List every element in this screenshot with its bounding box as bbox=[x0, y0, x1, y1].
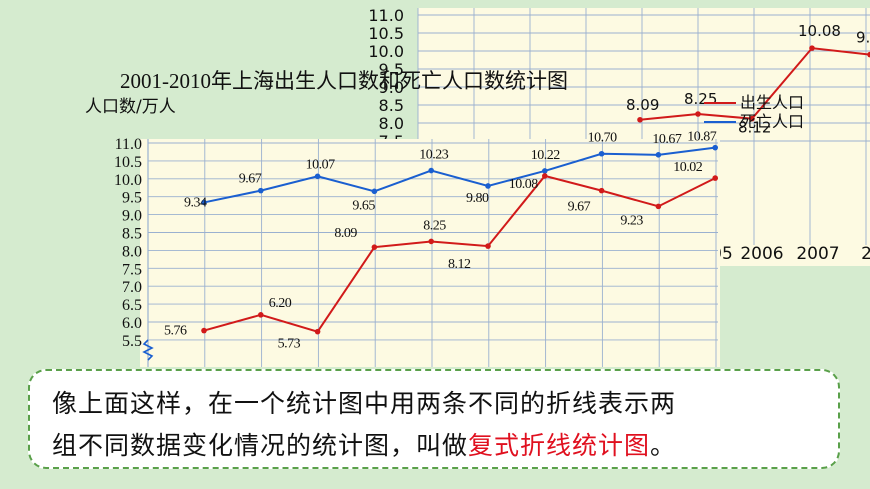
y-tick-label: 6.0 bbox=[122, 315, 142, 332]
y-tick-label: 7.5 bbox=[122, 261, 142, 278]
data-point bbox=[809, 45, 815, 51]
data-point bbox=[637, 116, 643, 123]
data-label: 10.07 bbox=[306, 157, 336, 172]
data-point bbox=[485, 243, 491, 249]
data-label: 9.67 bbox=[568, 200, 591, 215]
data-point bbox=[655, 203, 662, 210]
data-label: 5.73 bbox=[278, 337, 301, 352]
note-line-1: 像上面这样，在一个统计图中用两条不同的折线表示两 bbox=[52, 389, 677, 418]
data-point bbox=[201, 327, 207, 334]
x-tick-label: 20 bbox=[861, 244, 870, 264]
y-tick-label: 9.0 bbox=[122, 208, 142, 225]
data-point bbox=[598, 150, 605, 157]
data-point bbox=[749, 115, 755, 122]
series-red-line bbox=[203, 174, 716, 333]
y-tick-label: 9.5 bbox=[122, 190, 142, 207]
series-blue-line bbox=[203, 146, 716, 204]
y-tick-label: 9.5 bbox=[379, 60, 404, 79]
data-label: 8.12 bbox=[738, 119, 771, 137]
data-label: 10.67 bbox=[652, 132, 682, 147]
data-point bbox=[485, 183, 491, 189]
data-point bbox=[655, 152, 662, 158]
data-point bbox=[314, 173, 321, 180]
y-tick-label: 8.5 bbox=[122, 226, 142, 243]
y-tick-label: 9.0 bbox=[379, 78, 404, 97]
note-line-2-suffix: 。 bbox=[650, 431, 677, 460]
legend-label: 死亡人口 bbox=[740, 112, 804, 131]
main-chart-panel bbox=[140, 139, 720, 367]
data-label: 10.87 bbox=[687, 130, 717, 145]
back-chart-y-ticks: 7.58.08.59.09.510.010.511.0 bbox=[368, 6, 404, 151]
data-point bbox=[712, 175, 718, 181]
data-label: 10.02 bbox=[673, 160, 703, 175]
data-point bbox=[867, 51, 870, 58]
data-point bbox=[201, 199, 207, 206]
data-label: 9.80 bbox=[466, 191, 489, 206]
y-tick-label: 10.0 bbox=[114, 172, 142, 189]
y-tick-label: 10.0 bbox=[368, 42, 404, 61]
data-label: 6.20 bbox=[269, 296, 292, 311]
data-point bbox=[542, 173, 548, 179]
data-label: 10.23 bbox=[419, 148, 449, 163]
data-label: 10.08 bbox=[798, 22, 841, 40]
data-point bbox=[712, 144, 718, 151]
data-point bbox=[428, 238, 435, 245]
note-line-2: 组不同数据变化情况的统计图，叫做复式折线统计图。 bbox=[52, 425, 816, 467]
data-point bbox=[314, 328, 321, 335]
data-label: 9.34 bbox=[184, 195, 207, 210]
y-tick-label: 6.5 bbox=[122, 297, 142, 314]
back-chart-series: 8.09 8.25 8.12 10.08 9. bbox=[626, 22, 870, 137]
chart-title: 2001-2010年上海出生人口数和死亡人口数统计图 bbox=[120, 69, 568, 93]
data-point bbox=[371, 188, 378, 195]
data-point bbox=[371, 244, 378, 250]
back-chart-x-ticks: 052006200720 bbox=[711, 244, 870, 264]
note-line-2-prefix: 组不同数据变化情况的统计图，叫做 bbox=[52, 431, 469, 460]
main-chart-y-ticks: 5.56.06.57.07.58.08.59.09.510.010.511.0 bbox=[114, 136, 142, 350]
data-label: 10.22 bbox=[531, 148, 561, 163]
y-tick-label: 8.0 bbox=[122, 243, 142, 260]
data-label: 8.12 bbox=[448, 257, 471, 272]
data-label: 8.25 bbox=[684, 90, 717, 108]
data-label: 8.09 bbox=[334, 226, 357, 241]
y-tick-label: 7.0 bbox=[122, 279, 142, 296]
data-point bbox=[258, 187, 264, 194]
y-tick-label: 10.5 bbox=[368, 24, 404, 43]
y-tick-label: 8.5 bbox=[379, 96, 404, 115]
y-tick-label: 10.5 bbox=[114, 154, 142, 171]
data-label: 10.08 bbox=[509, 177, 539, 192]
main-chart: 5.56.06.57.07.58.08.59.09.510.010.511.0 … bbox=[85, 69, 720, 367]
y-tick-label: 11.0 bbox=[115, 136, 142, 153]
data-label: 9.65 bbox=[352, 198, 375, 213]
data-label: 9. bbox=[856, 29, 870, 47]
legend-label: 出生人口 bbox=[740, 93, 804, 112]
note-highlight-term: 复式折线统计图 bbox=[468, 431, 651, 460]
axis-break-zigzag bbox=[142, 339, 154, 361]
x-tick-label: 2007 bbox=[796, 244, 839, 264]
definition-note: 像上面这样，在一个统计图中用两条不同的折线表示两 组不同数据变化情况的统计图，叫… bbox=[28, 369, 840, 469]
data-point bbox=[542, 168, 548, 174]
y-tick-label: 8.0 bbox=[379, 114, 404, 133]
y-axis-label: 人口数/万人 bbox=[85, 97, 176, 117]
data-label: 9.23 bbox=[620, 213, 643, 228]
data-label: 8.09 bbox=[626, 96, 659, 114]
data-point bbox=[258, 312, 264, 318]
data-label: 10.70 bbox=[588, 131, 618, 146]
data-label: 9.67 bbox=[239, 172, 262, 187]
x-tick-label: 2006 bbox=[740, 244, 783, 264]
data-point bbox=[428, 167, 435, 174]
y-tick-label: 5.5 bbox=[122, 333, 142, 350]
main-chart-series: 9.34 9.67 10.07 9.65 10.23 9.80 10.22 10.70 10.6… bbox=[164, 130, 718, 352]
data-point bbox=[598, 187, 605, 194]
y-tick-label: 11.0 bbox=[368, 6, 404, 25]
data-label: 8.25 bbox=[423, 218, 446, 233]
data-point bbox=[695, 111, 701, 117]
data-label: 5.76 bbox=[164, 324, 187, 339]
y-axis-break-icon bbox=[142, 339, 154, 361]
